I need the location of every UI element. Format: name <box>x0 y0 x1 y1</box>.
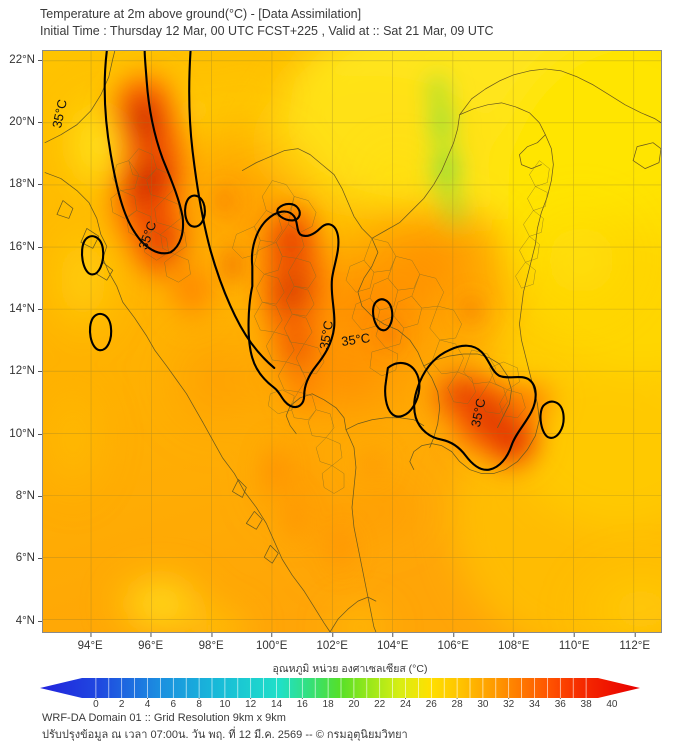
y-axis-tick-22n: 22°N <box>9 54 42 66</box>
colorbar-tick-30: 30 <box>477 699 489 710</box>
contour-labels: 35°C 35°C 35°C 35°C 35°C <box>49 98 488 428</box>
colorbar-tick-36: 36 <box>554 699 566 710</box>
x-axis-tick-98e: 98°E <box>199 633 224 652</box>
footer-block: WRF-DA Domain 01 :: Grid Resolution 9km … <box>42 710 642 744</box>
y-axis-tick-14n: 14°N <box>9 303 42 315</box>
x-axis-tick-104e: 104°E <box>377 633 408 652</box>
y-axis-tick-6n: 6°N <box>16 552 43 564</box>
colorbar-tick-8: 8 <box>196 699 202 710</box>
y-axis-tick-12n: 12°N <box>9 365 42 377</box>
x-axis-tick-112e: 112°E <box>619 633 650 652</box>
colorbar-ticks: 0 2 4 6 8 10 12 14 16 18 20 22 24 26 28 … <box>40 699 640 715</box>
x-axis-tick-94e: 94°E <box>78 633 103 652</box>
page-title: Temperature at 2m above ground(°C) - [Da… <box>40 7 362 21</box>
colorbar-tick-38: 38 <box>580 699 592 710</box>
colorbar-tick-6: 6 <box>170 699 177 710</box>
svg-text:35°C: 35°C <box>316 319 336 350</box>
y-axis-tick-18n: 18°N <box>9 178 42 190</box>
colorbar-block: อุณหภูมิ หน่วย องศาเซลเซียส (°C) <box>40 662 640 715</box>
y-axis-tick-10n: 10°N <box>9 428 42 440</box>
update-credit-line: ปรับปรุงข้อมูล ณ เวลา 07:00น. วัน พฤ. ที… <box>42 729 408 741</box>
coastline-borders <box>44 51 661 632</box>
colorbar-tick-40: 40 <box>606 699 618 710</box>
chart-title-block: Temperature at 2m above ground(°C) - [Da… <box>40 6 660 40</box>
colorbar-tick-10: 10 <box>219 699 231 710</box>
colorbar-tick-20: 20 <box>348 699 360 710</box>
y-axis-tick-16n: 16°N <box>9 241 42 253</box>
colorbar-tick-22: 22 <box>374 699 386 710</box>
page-subtitle: Initial Time : Thursday 12 Mar, 00 UTC F… <box>40 24 494 38</box>
colorbar-tick-26: 26 <box>425 699 437 710</box>
contour-35c <box>80 51 565 471</box>
y-axis-tick-8n: 8°N <box>16 490 43 502</box>
colorbar-tick-28: 28 <box>451 699 463 710</box>
x-axis-tick-108e: 108°E <box>498 633 529 652</box>
x-axis-tick-106e: 106°E <box>437 633 469 652</box>
x-axis-tick-102e: 102°E <box>316 633 348 652</box>
svg-text:35°C: 35°C <box>340 330 371 349</box>
colorbar-gradient <box>40 678 640 699</box>
y-axis-tick-20n: 20°N <box>9 116 42 128</box>
colorbar-tick-34: 34 <box>528 699 541 710</box>
map-figure: 35°C 35°C 35°C 35°C 35°C 4°N 6°N 8°N 10°… <box>9 50 662 652</box>
map-plot-area[interactable]: 35°C 35°C 35°C 35°C 35°C <box>42 50 662 633</box>
x-axis-tick-110e: 110°E <box>559 633 589 652</box>
colorbar-tick-2: 2 <box>118 699 125 710</box>
model-info-line: WRF-DA Domain 01 :: Grid Resolution 9km … <box>42 712 286 724</box>
y-axis-tick-4n: 4°N <box>16 615 43 627</box>
colorbar-title: อุณหภูมิ หน่วย องศาเซลเซียส (°C) <box>272 663 428 675</box>
x-axis-tick-100e: 100°E <box>256 633 287 652</box>
colorbar-tick-14: 14 <box>270 699 283 710</box>
svg-text:35°C: 35°C <box>49 98 70 129</box>
temperature-heatmap: 35°C 35°C 35°C 35°C 35°C <box>43 51 661 632</box>
x-axis-tick-96e: 96°E <box>138 633 163 652</box>
colorbar-tick-18: 18 <box>322 699 334 710</box>
colorbar-tick-24: 24 <box>399 699 412 710</box>
colorbar-tick-0: 0 <box>93 699 99 710</box>
colorbar-tick-16: 16 <box>296 699 308 710</box>
colorbar-strip[interactable] <box>40 677 640 699</box>
colorbar-tick-12: 12 <box>245 699 257 710</box>
colorbar-tick-32: 32 <box>503 699 515 710</box>
colorbar-tick-4: 4 <box>144 699 151 710</box>
svg-text:35°C: 35°C <box>468 397 489 428</box>
